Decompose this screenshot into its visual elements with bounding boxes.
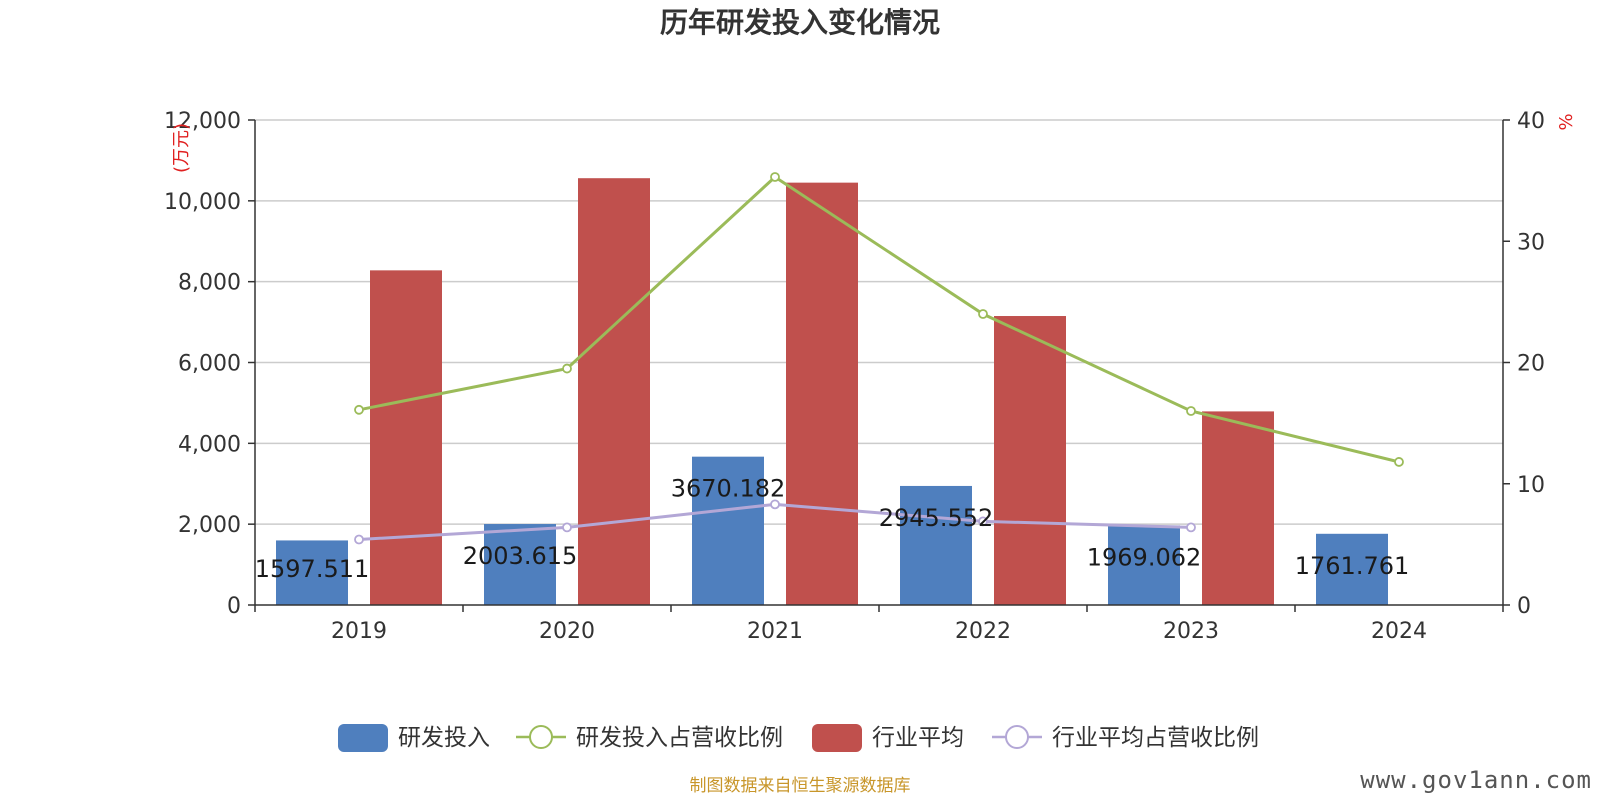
legend-item[interactable]: 研发投入 (338, 724, 490, 752)
legend-item[interactable]: 行业平均 (812, 724, 964, 752)
bar-rd-investment (1108, 525, 1180, 605)
line-point (770, 499, 780, 510)
legend-swatch (812, 724, 862, 752)
line-point (1186, 406, 1196, 416)
axes: 0 2,000 4,000 6,000 8,000 10,000 12,000 0 10 20 30… (164, 109, 1545, 644)
line-point (770, 172, 780, 182)
left-tick-label: 10,000 (164, 190, 241, 215)
bar-industry-average (1202, 411, 1274, 605)
data-source-note: 制图数据来自恒生聚源数据库 (690, 776, 911, 796)
bar-rd-investment (900, 485, 972, 605)
bar-rd-investment (484, 524, 556, 605)
right-tick-label: 10 (1517, 473, 1545, 498)
line-point (354, 404, 364, 415)
left-tick-label: 6,000 (178, 352, 241, 377)
left-tick-label: 0 (227, 594, 241, 619)
line-point (562, 363, 572, 374)
line-point (562, 522, 572, 533)
line-point (1394, 457, 1404, 467)
bars (276, 178, 1388, 606)
legend-marker (1005, 725, 1029, 749)
line-rd-ratio (358, 175, 1400, 464)
legend-item[interactable]: 行业平均占营收比例 (992, 725, 1259, 751)
line-industry-ratio (358, 502, 1192, 542)
left-tick-label: 12,000 (164, 109, 241, 134)
legend-label: 行业平均占营收比例 (1052, 725, 1259, 751)
right-tick-label: 0 (1517, 594, 1531, 619)
bar-data-label: 2003.615 (463, 542, 578, 570)
bar-industry-average (786, 182, 858, 606)
line-point (978, 309, 988, 319)
x-tick-label: 2023 (1163, 619, 1219, 644)
bar-industry-average (994, 316, 1066, 605)
legend-marker (529, 725, 553, 749)
legend-label: 研发投入 (398, 725, 490, 751)
x-tick-label: 2020 (539, 619, 595, 644)
right-tick-label: 40 (1517, 109, 1545, 134)
bar-rd-investment (276, 540, 348, 605)
right-tick-label: 20 (1517, 352, 1545, 377)
bar-data-label: 1597.511 (255, 555, 370, 583)
left-axis-unit: (万元) (171, 123, 192, 173)
bar-industry-average (578, 178, 650, 605)
bar-rd-investment (1316, 533, 1388, 605)
lines (354, 172, 1404, 545)
left-tick-label: 2,000 (178, 513, 241, 538)
line-point (1186, 522, 1196, 533)
legend-item[interactable]: 研发投入占营收比例 (516, 725, 783, 751)
bar-industry-average (370, 270, 442, 605)
x-tick-label: 2022 (955, 619, 1011, 644)
x-tick-label: 2024 (1371, 619, 1427, 644)
bar-data-label: 1761.761 (1295, 552, 1410, 580)
watermark: www.gov1ann.com (1360, 766, 1592, 794)
bar-labels: 1597.511 2003.615 3670.182 2945.552 1969.062… (255, 475, 1410, 583)
right-tick-label: 30 (1517, 230, 1545, 255)
left-tick-label: 4,000 (178, 432, 241, 457)
line-point (978, 516, 988, 527)
legend-label: 行业平均 (872, 725, 964, 751)
bar-data-label: 2945.552 (879, 504, 994, 532)
line-point (354, 534, 364, 545)
legend-label: 研发投入占营收比例 (576, 725, 783, 751)
right-axis-unit: % (1556, 113, 1577, 130)
legend[interactable]: 研发投入 研发投入占营收比例 行业平均 行业平均占营收比例 (338, 724, 1259, 752)
bar-rd-investment (692, 456, 764, 605)
legend-swatch (338, 724, 388, 752)
x-tick-label: 2019 (331, 619, 387, 644)
x-tick-label: 2021 (747, 619, 803, 644)
chart-title: 历年研发投入变化情况 (660, 6, 940, 39)
left-tick-label: 8,000 (178, 271, 241, 296)
bar-data-label: 3670.182 (671, 475, 786, 503)
bar-data-label: 1969.062 (1087, 543, 1202, 571)
grid-lines (255, 119, 1503, 525)
